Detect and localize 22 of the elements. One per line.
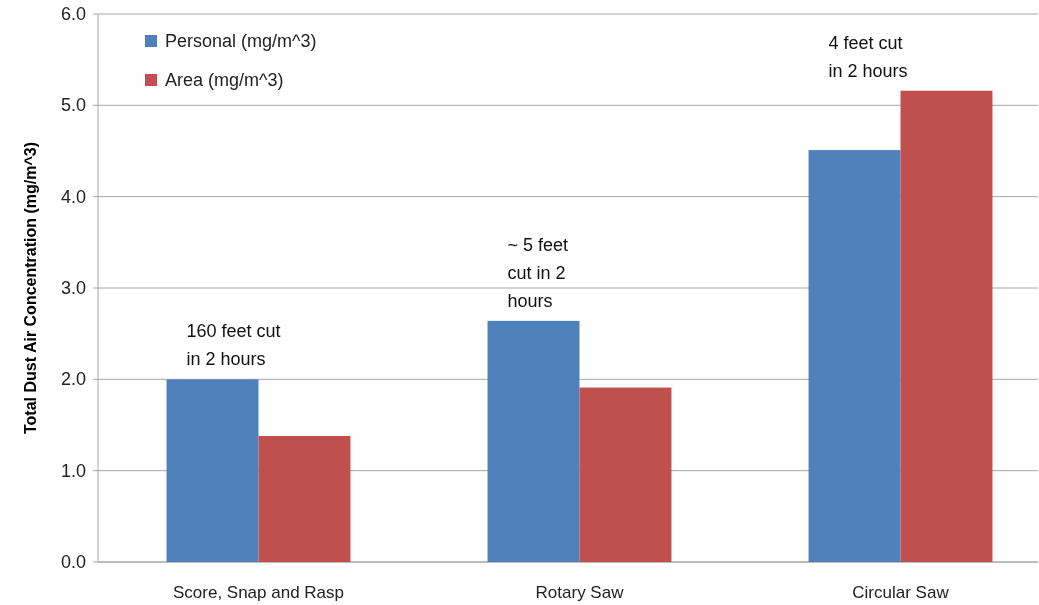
bar: [808, 150, 901, 562]
legend-label: Personal (mg/m^3): [165, 31, 317, 51]
bar: [579, 387, 672, 562]
y-tick-label: 2.0: [60, 369, 86, 390]
y-tick-label: 4.0: [60, 186, 86, 207]
y-tick-label: 0.0: [60, 552, 86, 572]
y-tick-label: 1.0: [60, 460, 86, 481]
bar: [487, 320, 580, 562]
x-tick-label: Rotary Saw: [535, 582, 625, 602]
annotation: 4 feet cut in 2 hours: [828, 32, 908, 81]
x-tick-label: Score, Snap and Rasp: [172, 582, 345, 602]
annotation: ~ 5 feet cut in 2 hours: [507, 234, 569, 311]
annotation: 160 feet cut in 2 hours: [186, 321, 281, 370]
y-tick-label: 3.0: [60, 278, 86, 298]
y-axis-title: Total Dust Air Concentration (mg/m^3): [21, 141, 39, 435]
bar: [900, 90, 993, 562]
y-tick-label: 6.0: [60, 4, 86, 24]
x-tick-label: Circular Saw: [852, 582, 950, 602]
y-tick-label: 5.0: [60, 95, 86, 116]
bar: [258, 435, 351, 562]
legend-label: Area (mg/m^3): [165, 70, 284, 90]
bar: [166, 379, 259, 562]
